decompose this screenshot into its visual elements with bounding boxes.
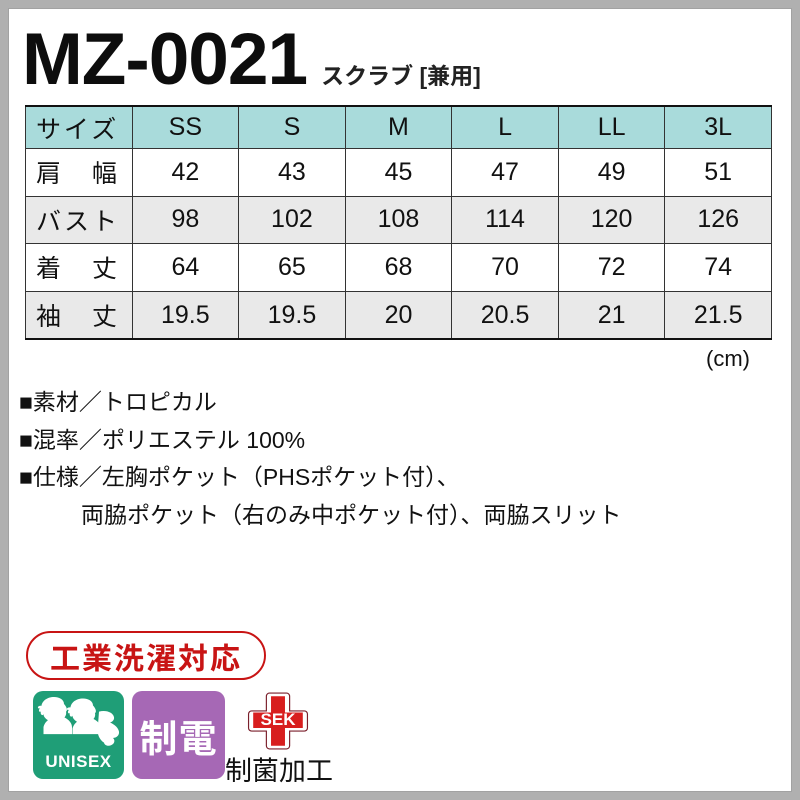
svg-text:SEK: SEK — [260, 710, 296, 729]
